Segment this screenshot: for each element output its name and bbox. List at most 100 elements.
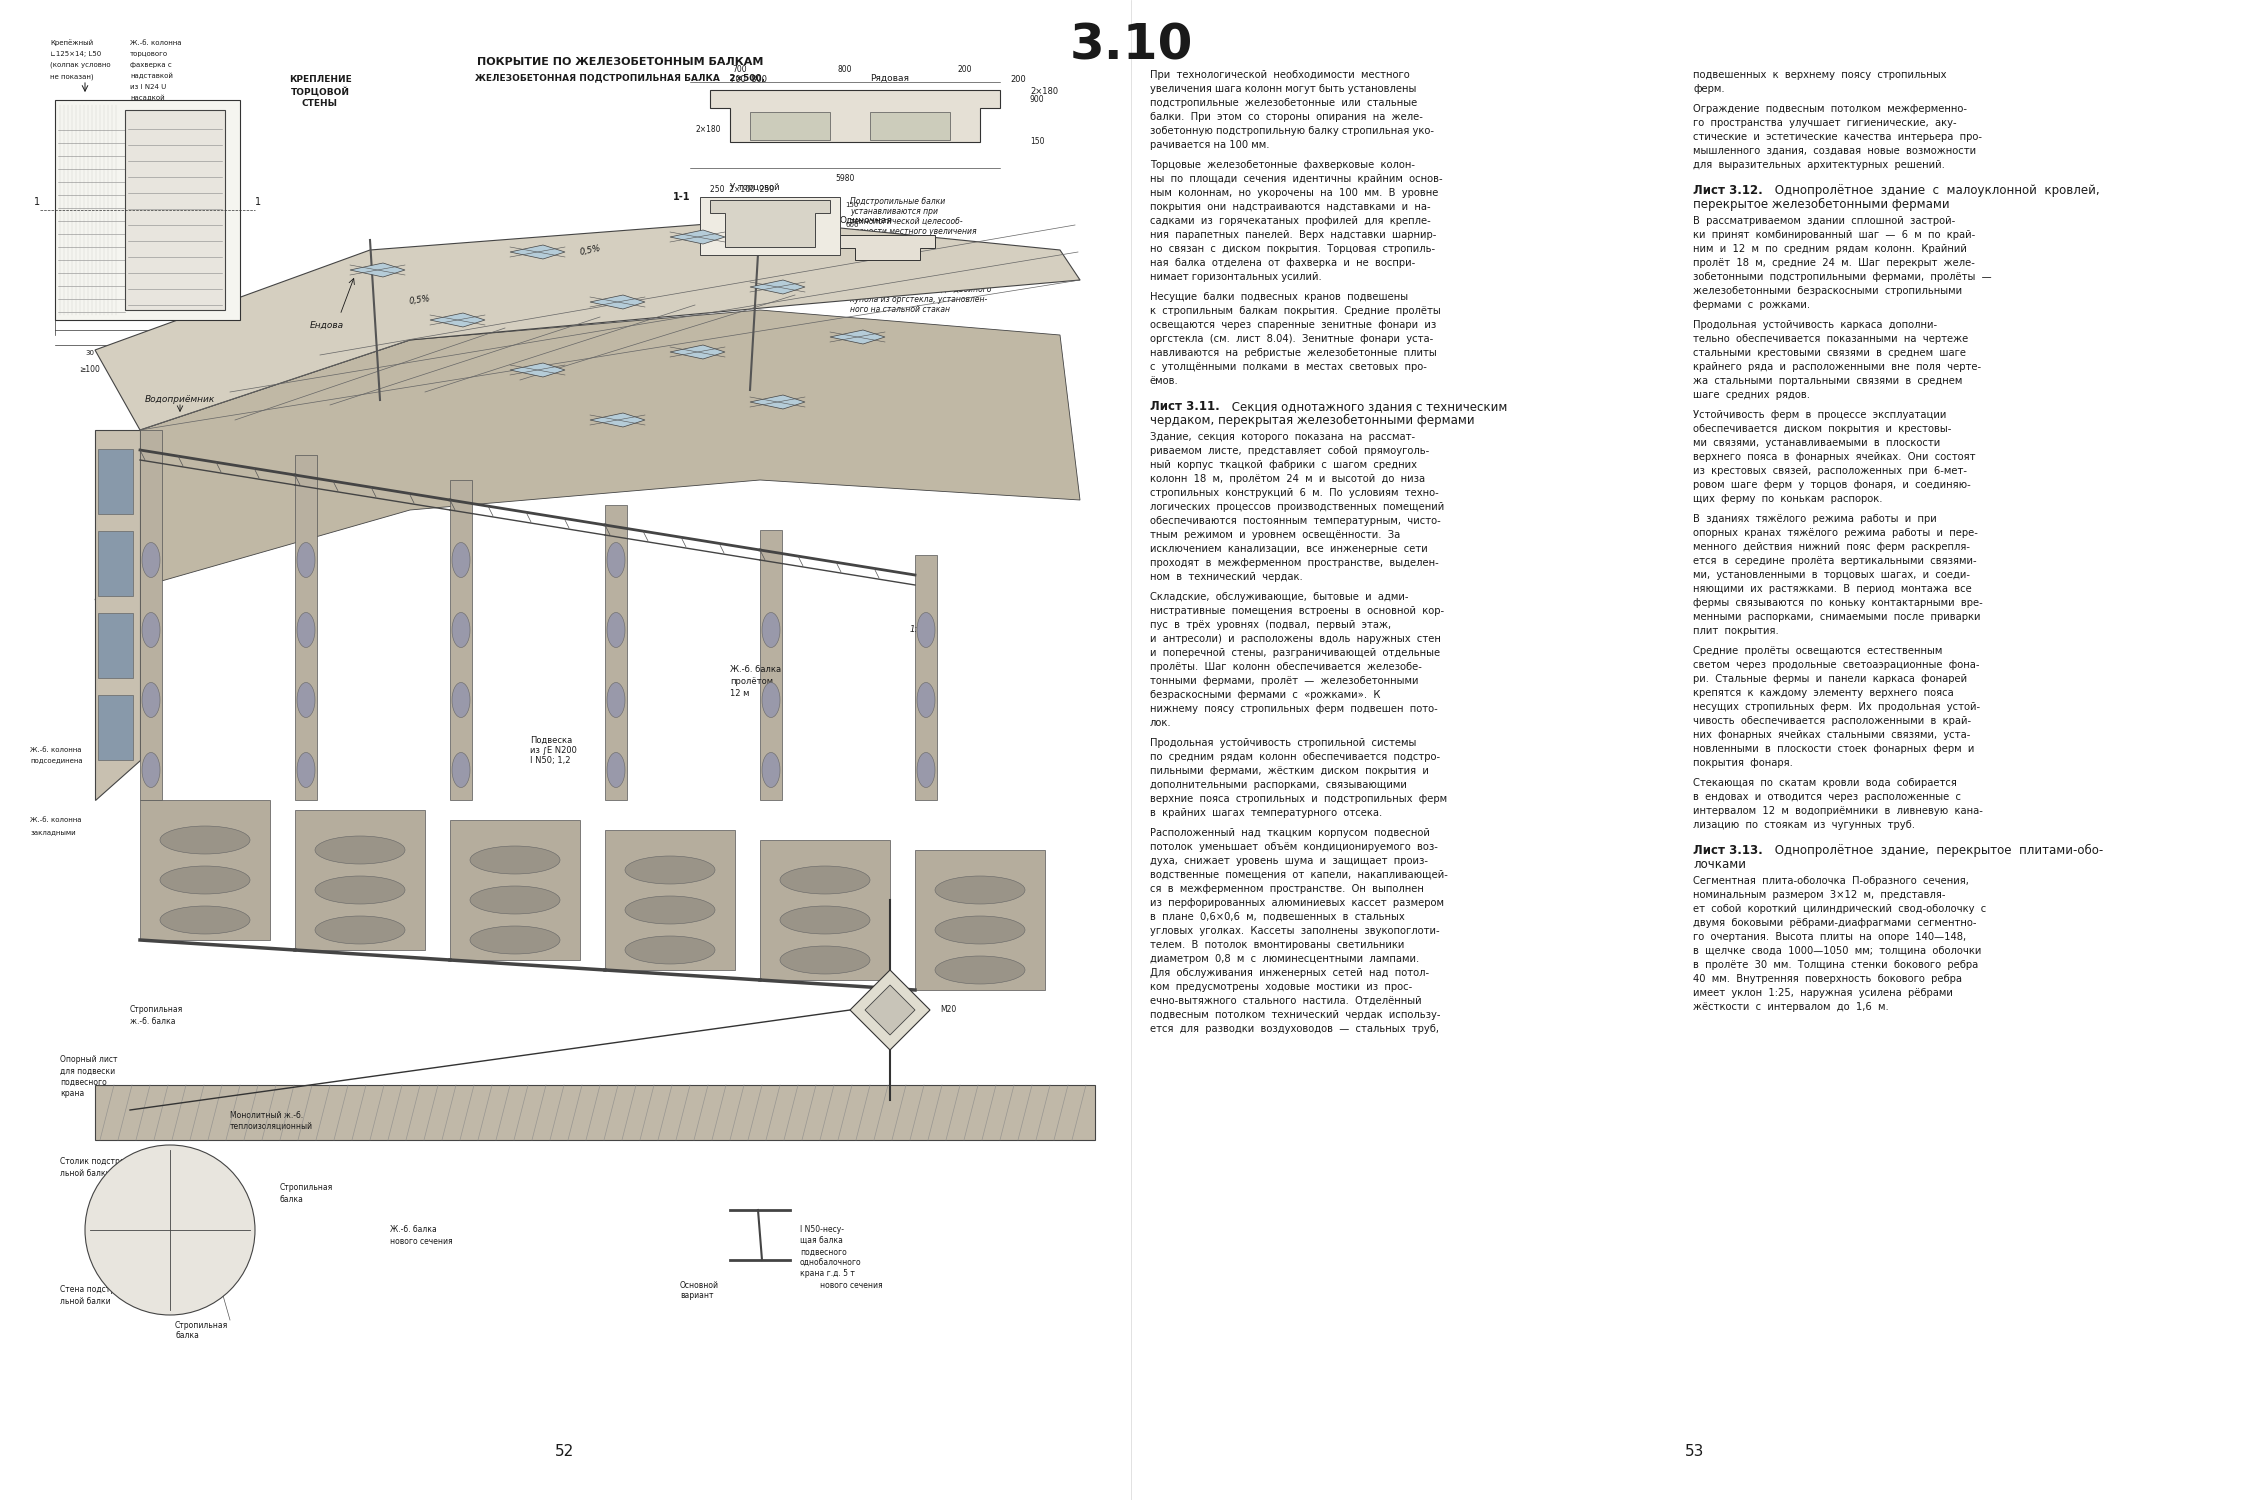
Ellipse shape: [606, 753, 625, 788]
Text: имеет  уклон  1:25,  наружная  усилена  рёбрами: имеет уклон 1:25, наружная усилена рёбра…: [1693, 988, 1953, 998]
Ellipse shape: [781, 946, 869, 974]
Text: крана: крана: [61, 1089, 84, 1098]
Text: балка: балка: [281, 1194, 303, 1203]
Text: 0,5%: 0,5%: [579, 243, 602, 256]
Text: крепятся  к  каждому  элементу  верхнего  пояса: крепятся к каждому элементу верхнего поя…: [1693, 688, 1953, 698]
Text: номинальным  размером  3×12  м,  представля-: номинальным размером 3×12 м, представля-: [1693, 890, 1946, 900]
Text: ется  в  середине  пролёта  вертикальными  связями-: ется в середине пролёта вертикальными св…: [1693, 556, 1976, 566]
Ellipse shape: [161, 827, 249, 854]
Text: Подстропильные балки: Подстропильные балки: [851, 196, 946, 206]
Text: При  технологической  необходимости  местного: При технологической необходимости местно…: [1150, 70, 1410, 80]
Text: железобетонными  безраскосными  стропильными: железобетонными безраскосными стропильны…: [1693, 286, 1962, 296]
Text: 30: 30: [86, 350, 95, 355]
Ellipse shape: [143, 682, 161, 717]
Text: щая балка: щая балка: [801, 1236, 842, 1245]
Text: Лист 3.13.: Лист 3.13.: [1693, 844, 1763, 856]
Polygon shape: [864, 986, 914, 1035]
Polygon shape: [749, 280, 806, 294]
Bar: [97, 614, 134, 678]
Text: пильными  фермами,  жёстким  диском  покрытия  и: пильными фермами, жёстким диском покрыти…: [1150, 766, 1428, 776]
Text: исключением  канализации,  все  инженерные  сети: исключением канализации, все инженерные …: [1150, 544, 1428, 554]
Bar: [604, 830, 735, 971]
Text: подвешенных  к  верхнему  поясу  стропильных: подвешенных к верхнему поясу стропильных: [1693, 70, 1946, 80]
Ellipse shape: [935, 956, 1025, 984]
Text: пролётом: пролётом: [731, 678, 774, 687]
Text: закладными: закладными: [29, 830, 75, 836]
Text: из ∫E N200: из ∫E N200: [530, 746, 577, 754]
Ellipse shape: [315, 876, 405, 904]
Text: перекрытое железобетонными фермами: перекрытое железобетонными фермами: [1693, 198, 1951, 211]
Ellipse shape: [917, 682, 935, 717]
Text: верхнего  пояса  в  фонарных  ячейках.  Они  состоят: верхнего пояса в фонарных ячейках. Они с…: [1693, 452, 1976, 462]
Text: Со стороны опирания на под-: Со стороны опирания на под-: [851, 248, 969, 256]
Text: 2×180: 2×180: [695, 126, 720, 135]
Text: У торцовой: У торцовой: [731, 183, 778, 192]
Text: Здание,  секция  которого  показана  на  рассмат-: Здание, секция которого показана на расс…: [1150, 432, 1414, 442]
Ellipse shape: [917, 612, 935, 648]
Text: стены: стены: [731, 198, 758, 207]
Text: Стекающая  по  скатам  кровли  вода  собирается: Стекающая по скатам кровли вода собирает…: [1693, 778, 1957, 788]
Text: безраскосными  фермами  с  «рожками».  К: безраскосными фермами с «рожками». К: [1150, 690, 1380, 700]
Polygon shape: [591, 413, 645, 428]
Bar: [294, 454, 317, 800]
Text: покрытия  они  надстраиваются  надставками  и  на-: покрытия они надстраиваются надставками …: [1150, 202, 1430, 211]
Polygon shape: [591, 296, 645, 309]
Polygon shape: [509, 363, 566, 376]
Text: Сегментная  плита-оболочка  П-образного  сечения,: Сегментная плита-оболочка П-образного се…: [1693, 876, 1969, 886]
Text: ным  колоннам,  но  укорочены  на  100  мм.  В  уровне: ным колоннам, но укорочены на 100 мм. В …: [1150, 188, 1439, 198]
Ellipse shape: [781, 865, 869, 894]
Text: 500: 500: [907, 274, 921, 280]
Text: КРЕПЛЕНИЕ: КРЕПЛЕНИЕ: [290, 75, 351, 84]
Text: риваемом  листе,  представляет  собой  прямоуголь-: риваемом листе, представляет собой прямо…: [1150, 446, 1430, 456]
Ellipse shape: [625, 936, 715, 964]
Text: Однопролётное  здание  с  малоуклонной  кровлей,: Однопролётное здание с малоуклонной кров…: [1772, 184, 2100, 196]
Text: шага колонн.: шага колонн.: [851, 237, 903, 246]
Text: проходят  в  межферменном  пространстве,  выделен-: проходят в межферменном пространстве, вы…: [1150, 558, 1439, 568]
Circle shape: [86, 1144, 256, 1316]
Ellipse shape: [917, 753, 935, 788]
Text: 1: 1: [256, 196, 260, 207]
Text: 200: 200: [844, 244, 858, 250]
Text: Однопролётное  здание,  перекрытое  плитами-обо-: Однопролётное здание, перекрытое плитами…: [1772, 844, 2102, 856]
Text: новленными  в  плоскости  стоек  фонарных  ферм  и: новленными в плоскости стоек фонарных фе…: [1693, 744, 1973, 754]
Text: ны  по  площади  сечения  идентичны  крайним  основ-: ны по площади сечения идентичны крайним …: [1150, 174, 1442, 184]
Bar: [869, 112, 950, 140]
Text: Расположенный  над  ткацким  корпусом  подвесной: Расположенный над ткацким корпусом подве…: [1150, 828, 1430, 839]
Ellipse shape: [935, 876, 1025, 904]
Text: тонными  фермами,  пролёт  —  железобетонными: тонными фермами, пролёт — железобетонным…: [1150, 676, 1419, 686]
Text: диаметром  0,8  м  с  люминесцентными  лампами.: диаметром 0,8 м с люминесцентными лампам…: [1150, 954, 1419, 964]
Text: чердаком, перекрытая железобетонными фермами: чердаком, перекрытая железобетонными фер…: [1150, 414, 1475, 428]
Text: духа,  снижает  уровень  шума  и  защищает  произ-: духа, снижает уровень шума и защищает пр…: [1150, 856, 1428, 865]
Text: тным  режимом  и  уровнем  освещённости.  За: тным режимом и уровнем освещённости. За: [1150, 530, 1401, 540]
Ellipse shape: [625, 896, 715, 924]
Text: подстропильные  железобетонные  или  стальные: подстропильные железобетонные или стальн…: [1150, 98, 1417, 108]
Text: Устойчивость  ферм  в  процессе  эксплуатации: Устойчивость ферм в процессе эксплуатаци…: [1693, 410, 1946, 420]
Text: 3.10: 3.10: [1070, 21, 1193, 69]
Text: однобалочного: однобалочного: [801, 1258, 862, 1268]
Text: 40  мм.  Внутренняя  поверхность  бокового  ребра: 40 мм. Внутренняя поверхность бокового р…: [1693, 974, 1962, 984]
Text: надставкой: надставкой: [129, 72, 172, 80]
Text: Торцовые  железобетонные  фахверковые  колон-: Торцовые железобетонные фахверковые коло…: [1150, 160, 1414, 170]
Text: ечно-вытяжного  стального  настила.  Отделённый: ечно-вытяжного стального настила. Отделё…: [1150, 996, 1421, 1006]
Text: Столик подстропи-: Столик подстропи-: [61, 1158, 138, 1167]
Ellipse shape: [296, 682, 315, 717]
Text: ная  балка  отделена  от  фахверка  и  не  воспри-: ная балка отделена от фахверка и не восп…: [1150, 258, 1414, 268]
Polygon shape: [840, 236, 935, 260]
Text: крана г.д. 5 т: крана г.д. 5 т: [801, 1269, 855, 1278]
Text: технологической целесооб-: технологической целесооб-: [851, 217, 962, 226]
Text: Опорный лист: Опорный лист: [61, 1056, 118, 1065]
Bar: [95, 1084, 1095, 1140]
Text: стропильную балку стропильная: стропильную балку стропильная: [851, 256, 984, 265]
Text: подсоединена: подсоединена: [29, 758, 84, 764]
Text: нистративные  помещения  встроены  в  основной  кор-: нистративные помещения встроены в основн…: [1150, 606, 1444, 616]
Text: Лист 3.11.: Лист 3.11.: [1150, 400, 1220, 412]
Bar: [914, 850, 1046, 990]
Text: интервалом  12  м  водоприёмники  в  ливневую  кана-: интервалом 12 м водоприёмники в ливневую…: [1693, 806, 1982, 816]
Text: лизацию  по  стоякам  из  чугунных  труб.: лизацию по стоякам из чугунных труб.: [1693, 821, 1914, 830]
Text: несущих  стропильных  ферм.  Их  продольная  устой-: несущих стропильных ферм. Их продольная …: [1693, 702, 1980, 712]
Text: для подвески: для подвески: [61, 1066, 115, 1076]
Text: Водоприёмник: Водоприёмник: [145, 396, 215, 405]
Text: логических  процессов  производственных  помещений: логических процессов производственных по…: [1150, 503, 1444, 512]
Text: из L125×14: из L125×14: [129, 106, 172, 112]
Text: Рядовая: Рядовая: [869, 74, 910, 82]
